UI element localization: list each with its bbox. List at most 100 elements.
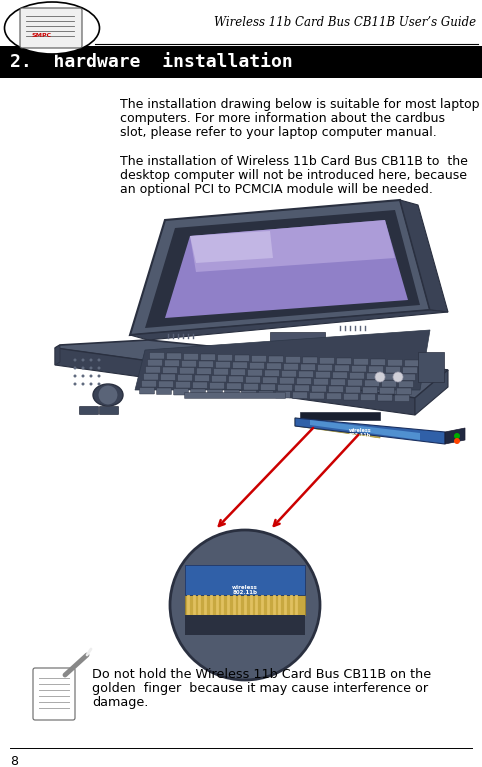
FancyBboxPatch shape xyxy=(241,390,256,397)
FancyBboxPatch shape xyxy=(99,407,119,414)
FancyBboxPatch shape xyxy=(386,367,401,373)
Polygon shape xyxy=(55,340,448,398)
Text: damage.: damage. xyxy=(92,696,148,709)
Circle shape xyxy=(81,383,84,386)
FancyBboxPatch shape xyxy=(276,391,291,398)
Circle shape xyxy=(81,367,84,370)
FancyBboxPatch shape xyxy=(207,390,223,396)
Bar xyxy=(185,615,305,635)
Circle shape xyxy=(454,438,460,444)
FancyBboxPatch shape xyxy=(379,387,394,394)
FancyBboxPatch shape xyxy=(333,372,348,378)
FancyBboxPatch shape xyxy=(335,365,349,371)
Bar xyxy=(0,46,482,78)
FancyBboxPatch shape xyxy=(177,374,192,381)
Polygon shape xyxy=(165,220,408,318)
FancyBboxPatch shape xyxy=(147,360,162,366)
Text: wireless
802.11b: wireless 802.11b xyxy=(348,427,371,439)
Polygon shape xyxy=(400,200,448,312)
FancyBboxPatch shape xyxy=(250,363,265,369)
Text: desktop computer will not be introduced here, because: desktop computer will not be introduced … xyxy=(120,169,467,182)
Ellipse shape xyxy=(4,2,99,54)
FancyBboxPatch shape xyxy=(296,378,311,384)
FancyBboxPatch shape xyxy=(247,370,263,376)
FancyBboxPatch shape xyxy=(401,374,415,380)
FancyBboxPatch shape xyxy=(210,383,225,389)
FancyBboxPatch shape xyxy=(197,368,212,374)
Text: computers. For more information about the cardbus: computers. For more information about th… xyxy=(120,112,445,125)
Bar xyxy=(300,412,380,420)
Circle shape xyxy=(73,374,77,377)
FancyBboxPatch shape xyxy=(399,381,414,387)
Circle shape xyxy=(81,358,84,361)
FancyBboxPatch shape xyxy=(166,353,182,360)
FancyBboxPatch shape xyxy=(157,388,172,394)
Polygon shape xyxy=(445,428,465,444)
FancyBboxPatch shape xyxy=(281,370,296,377)
FancyBboxPatch shape xyxy=(404,360,419,367)
FancyBboxPatch shape xyxy=(225,390,240,397)
FancyBboxPatch shape xyxy=(316,371,331,378)
FancyBboxPatch shape xyxy=(185,393,285,399)
Bar xyxy=(185,565,305,595)
FancyBboxPatch shape xyxy=(164,360,179,367)
FancyBboxPatch shape xyxy=(384,374,399,380)
FancyBboxPatch shape xyxy=(402,367,417,374)
FancyBboxPatch shape xyxy=(300,364,316,370)
Circle shape xyxy=(97,374,101,377)
FancyBboxPatch shape xyxy=(267,363,281,370)
Text: 2.  hardware  installation: 2. hardware installation xyxy=(10,53,293,71)
FancyBboxPatch shape xyxy=(361,394,375,400)
FancyBboxPatch shape xyxy=(227,383,241,390)
Circle shape xyxy=(393,372,403,382)
Text: The installation drawing below is suitable for most laptop: The installation drawing below is suitab… xyxy=(120,98,480,111)
Text: SMPC: SMPC xyxy=(32,33,52,38)
FancyBboxPatch shape xyxy=(192,382,207,389)
Bar xyxy=(270,332,325,342)
FancyBboxPatch shape xyxy=(295,385,309,391)
Ellipse shape xyxy=(93,384,123,406)
Circle shape xyxy=(375,372,385,382)
FancyBboxPatch shape xyxy=(313,378,329,385)
FancyBboxPatch shape xyxy=(146,367,161,373)
FancyBboxPatch shape xyxy=(252,355,267,362)
Bar xyxy=(418,352,444,382)
FancyBboxPatch shape xyxy=(346,387,361,393)
Circle shape xyxy=(90,358,93,361)
FancyBboxPatch shape xyxy=(190,389,205,396)
Polygon shape xyxy=(295,418,445,444)
Text: wireless
802.11b: wireless 802.11b xyxy=(232,584,258,595)
FancyBboxPatch shape xyxy=(260,384,276,390)
FancyBboxPatch shape xyxy=(303,357,318,364)
Polygon shape xyxy=(145,210,420,328)
FancyBboxPatch shape xyxy=(336,358,351,364)
FancyBboxPatch shape xyxy=(20,8,82,48)
FancyBboxPatch shape xyxy=(283,364,298,370)
Bar xyxy=(185,595,305,615)
Circle shape xyxy=(73,367,77,370)
FancyBboxPatch shape xyxy=(394,395,410,401)
FancyBboxPatch shape xyxy=(353,358,369,365)
FancyBboxPatch shape xyxy=(159,381,174,387)
FancyBboxPatch shape xyxy=(309,393,324,399)
FancyBboxPatch shape xyxy=(285,357,300,363)
Polygon shape xyxy=(130,200,430,335)
Circle shape xyxy=(90,374,93,377)
FancyBboxPatch shape xyxy=(344,393,359,400)
Circle shape xyxy=(98,385,118,405)
Circle shape xyxy=(97,358,101,361)
Polygon shape xyxy=(55,348,415,415)
Circle shape xyxy=(73,358,77,361)
FancyBboxPatch shape xyxy=(348,380,362,386)
FancyBboxPatch shape xyxy=(243,384,258,390)
Text: 8: 8 xyxy=(10,755,18,767)
FancyBboxPatch shape xyxy=(162,367,177,374)
FancyBboxPatch shape xyxy=(139,387,155,394)
FancyBboxPatch shape xyxy=(326,393,342,400)
Polygon shape xyxy=(135,330,430,390)
FancyBboxPatch shape xyxy=(149,353,164,359)
FancyBboxPatch shape xyxy=(263,377,278,384)
Polygon shape xyxy=(190,231,273,263)
FancyBboxPatch shape xyxy=(258,391,273,397)
FancyBboxPatch shape xyxy=(331,379,346,386)
